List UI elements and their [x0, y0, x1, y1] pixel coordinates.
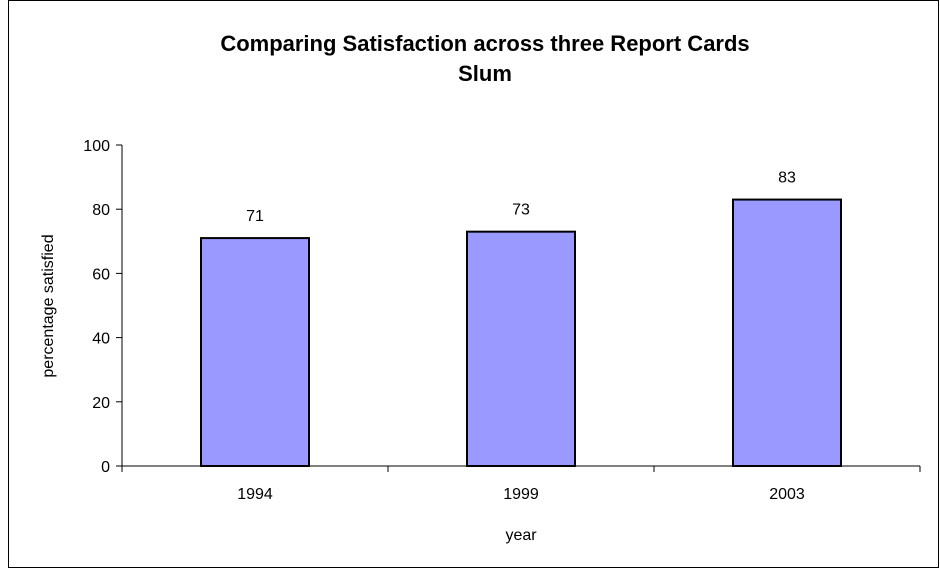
chart-subtitle: Slum — [458, 61, 512, 86]
chart-title: Comparing Satisfaction across three Repo… — [220, 31, 749, 56]
data-label: 83 — [778, 170, 796, 187]
x-tick-label: 2003 — [769, 486, 805, 503]
data-label: 73 — [512, 202, 530, 219]
data-label: 71 — [246, 208, 264, 225]
y-tick-label: 60 — [92, 266, 110, 283]
bar — [732, 198, 842, 467]
bars-group — [200, 198, 842, 467]
x-tick-label: 1994 — [237, 486, 273, 503]
bar — [200, 237, 310, 467]
y-axis-title: percentage satisfied — [40, 234, 57, 377]
x-axis-title: year — [505, 527, 537, 544]
x-axis-ticks: 1994 1999 2003 — [121, 466, 921, 503]
data-labels-group: 71 73 83 — [246, 170, 796, 226]
y-tick-label: 0 — [101, 459, 110, 476]
y-tick-label: 40 — [92, 331, 110, 348]
bar — [466, 230, 576, 467]
y-tick-label: 100 — [83, 138, 110, 155]
y-tick-label: 80 — [92, 202, 110, 219]
y-tick-label: 20 — [92, 395, 110, 412]
y-axis-ticks: 0 20 40 60 80 100 — [83, 138, 122, 476]
x-tick-label: 1999 — [503, 486, 539, 503]
